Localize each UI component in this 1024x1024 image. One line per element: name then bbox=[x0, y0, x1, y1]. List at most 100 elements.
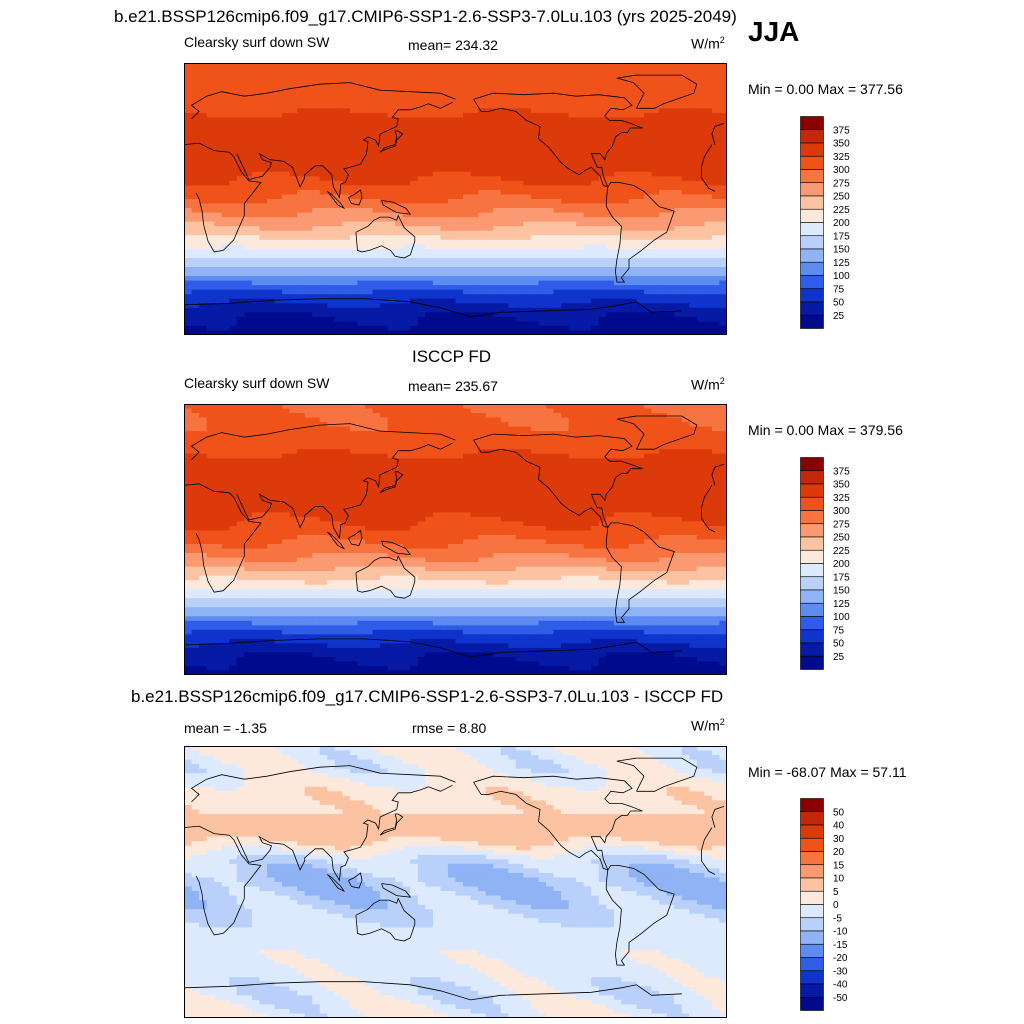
map-field-cell bbox=[493, 226, 502, 232]
map-field-cell bbox=[266, 199, 276, 205]
map-field-cell bbox=[478, 189, 487, 196]
map-field-cell bbox=[606, 185, 615, 191]
map-field-cell bbox=[251, 217, 261, 223]
map-field-cell bbox=[681, 81, 690, 87]
map-field-cell bbox=[696, 189, 705, 196]
map-field-cell bbox=[493, 422, 502, 428]
map-field-cell bbox=[470, 176, 479, 182]
map-field-cell bbox=[515, 408, 524, 414]
map-field-cell bbox=[214, 312, 223, 318]
map-field-cell bbox=[463, 144, 472, 150]
map-field-cell bbox=[636, 94, 645, 100]
map-field-cell bbox=[553, 316, 562, 322]
map-field-cell bbox=[681, 426, 690, 432]
map-field-cell bbox=[553, 285, 562, 291]
map-field-cell bbox=[282, 408, 291, 414]
map-field-cell bbox=[470, 81, 479, 87]
map-field-cell bbox=[334, 94, 343, 100]
map-field-cell bbox=[621, 85, 630, 91]
map-field-cell bbox=[244, 289, 253, 295]
map-field-cell bbox=[644, 180, 653, 186]
map-field-cell bbox=[380, 285, 389, 291]
map-field-cell bbox=[530, 72, 540, 78]
map-field-cell bbox=[206, 312, 215, 318]
map-field-cell bbox=[380, 267, 389, 273]
map-field-cell bbox=[530, 404, 540, 410]
map-field-cell bbox=[395, 244, 404, 250]
map-field-cell bbox=[711, 321, 721, 327]
map-field-cell bbox=[493, 167, 502, 173]
map-field-cell bbox=[515, 212, 524, 218]
map-field-cell bbox=[214, 203, 223, 209]
map-field-cell bbox=[591, 99, 600, 105]
map-field-cell bbox=[508, 112, 517, 118]
map-field-cell bbox=[606, 253, 615, 259]
map-field-cell bbox=[425, 267, 434, 273]
map-field-cell bbox=[666, 112, 675, 118]
map-field-cell bbox=[576, 426, 585, 432]
map-field-cell bbox=[447, 230, 457, 236]
map-field-cell bbox=[523, 321, 532, 327]
map-field-cell bbox=[357, 440, 366, 446]
map-field-cell bbox=[681, 212, 690, 218]
map-field-cell bbox=[221, 239, 230, 245]
map-field-cell bbox=[342, 226, 351, 232]
map-field-cell bbox=[636, 294, 645, 300]
map-field-cell bbox=[621, 257, 630, 264]
map-field-cell bbox=[206, 76, 215, 82]
map-field-cell bbox=[259, 158, 268, 164]
map-field-cell bbox=[606, 126, 615, 132]
map-field-cell bbox=[674, 426, 683, 432]
map-field-cell bbox=[410, 276, 419, 282]
map-field-cell bbox=[530, 185, 540, 191]
map-field-cell bbox=[214, 316, 223, 322]
map-field-cell bbox=[485, 404, 494, 410]
map-field-cell bbox=[485, 167, 494, 173]
map-field-cell bbox=[417, 280, 426, 286]
map-field-cell bbox=[711, 316, 721, 322]
map-field-cell bbox=[191, 298, 200, 304]
map-field-cell bbox=[485, 289, 494, 295]
map-field-cell bbox=[719, 208, 727, 214]
map-field-cell bbox=[221, 158, 230, 164]
map-field-cell bbox=[553, 112, 562, 118]
map-field-cell bbox=[266, 76, 276, 82]
map-field-cell bbox=[365, 285, 374, 291]
map-field-cell bbox=[689, 99, 698, 105]
map-field-cell bbox=[576, 126, 585, 132]
map-field-cell bbox=[515, 153, 524, 159]
map-field-cell bbox=[546, 244, 555, 250]
map-field-cell bbox=[251, 212, 261, 218]
map-field-cell bbox=[651, 167, 660, 173]
map-field-cell bbox=[515, 221, 524, 227]
map-field-cell bbox=[470, 135, 479, 141]
map-field-cell bbox=[628, 330, 638, 335]
map-field-cell bbox=[666, 94, 675, 100]
map-field-cell bbox=[591, 303, 600, 309]
map-field-cell bbox=[274, 126, 283, 132]
map-field-cell bbox=[704, 140, 713, 146]
map-field-cell bbox=[199, 85, 208, 91]
map-field-cell bbox=[704, 289, 713, 295]
map-field-cell bbox=[274, 208, 283, 214]
map-field-cell bbox=[199, 417, 208, 423]
map-field-cell bbox=[508, 298, 517, 304]
map-field-cell bbox=[606, 289, 615, 295]
map-field-cell bbox=[319, 140, 328, 146]
map-field-cell bbox=[455, 162, 464, 168]
map-field-cell bbox=[553, 67, 562, 73]
map-field-cell bbox=[425, 248, 434, 254]
map-field-cell bbox=[221, 103, 230, 109]
map-field-cell bbox=[598, 303, 607, 309]
map-field-cell bbox=[244, 285, 253, 291]
map-field-cell bbox=[515, 431, 524, 437]
map-field-cell bbox=[380, 126, 389, 132]
map-field-cell bbox=[628, 321, 638, 327]
map-field-cell bbox=[191, 90, 200, 96]
map-field-cell bbox=[440, 140, 449, 146]
map-field-cell bbox=[470, 67, 479, 73]
map-field-cell bbox=[485, 413, 494, 419]
map-field-cell bbox=[395, 162, 404, 168]
map-field-cell bbox=[184, 67, 193, 73]
map-field-cell bbox=[636, 422, 645, 428]
